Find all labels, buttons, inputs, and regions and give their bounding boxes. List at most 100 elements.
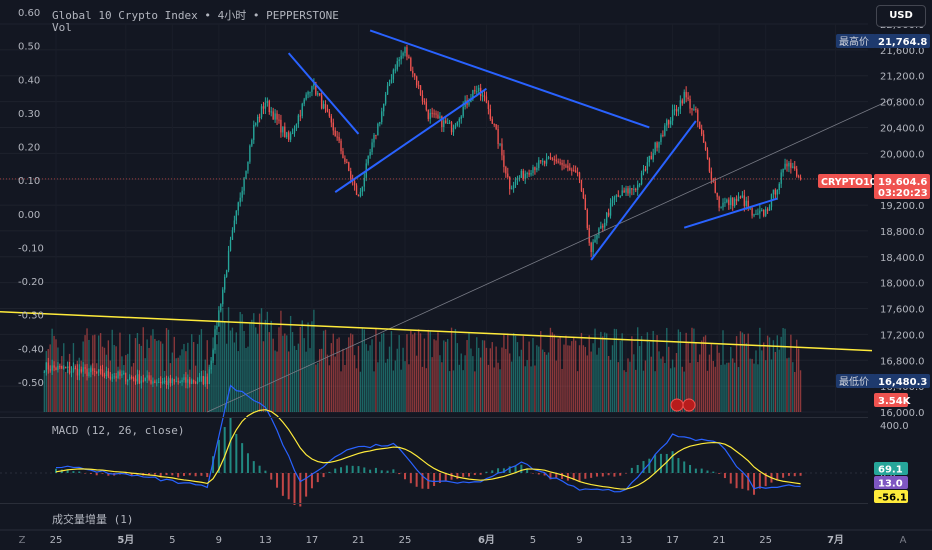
candle-body [638,184,641,186]
candle-body [169,378,172,384]
candle-body [167,378,170,385]
candle-body [551,158,554,160]
volume-bar [175,358,177,412]
candle-body [96,371,98,373]
candle-body [664,125,666,136]
candle-body [289,133,292,140]
last-price: 19,604.6 [878,177,927,188]
macd-indicator-label[interactable]: MACD (12, 26, close) [52,424,185,437]
candle-body [433,113,435,115]
volume-bar [644,360,647,412]
macd-histogram-bar [712,471,715,473]
volume-bar [553,334,555,412]
volume-bar [751,358,753,412]
candle-body [668,120,670,125]
macd-histogram-bar [700,468,703,473]
macd-histogram-bar [322,473,325,478]
symbol-title[interactable]: Global 10 Crypto Index [52,9,198,22]
macd-badge-value: -56.1 [878,493,907,504]
candle-body [588,228,590,243]
volume-bar [129,334,131,412]
candle-body [369,151,371,156]
candle-body [80,369,82,372]
candle-body [282,126,284,133]
low-label-bg [836,374,876,388]
volume-bar [218,331,220,412]
volume-bar [761,350,763,412]
macd-badge-value: 69.1 [878,465,903,476]
volume-bar [433,339,435,412]
volume-bar [173,336,175,412]
volume-bar [499,369,501,412]
candle-body [121,374,123,376]
macd-histogram-bar [287,473,290,500]
title-separator: • [252,9,260,22]
macd-histogram-bar [153,473,156,475]
candle-body [45,362,47,372]
macd-histogram-bar [665,453,668,473]
interval-label[interactable]: 4小时 [217,9,247,22]
volume-bar [514,335,517,412]
macd-tick-label: 400.0 [880,421,909,432]
volume-bar [691,327,693,412]
candle-body [739,196,742,198]
candle-body [326,108,329,112]
volume-bar [330,343,333,412]
volume-bar [216,344,218,412]
volume-bar [594,328,596,412]
volume-bar [755,350,757,412]
candle-body [514,179,517,185]
volume-bar [361,328,364,412]
volume-bar [61,356,63,412]
candle-body [794,166,796,169]
volume-bar [468,331,470,412]
candle-body [683,91,685,104]
candle-body [51,365,53,371]
volume-bar [540,331,542,412]
candle-body [699,121,701,129]
candle-body [92,368,94,371]
volume-bar [772,340,775,412]
volume-bar [574,340,577,412]
time-tick-label: 17 [306,535,319,546]
candle-body [474,90,476,92]
currency-button[interactable]: USD [876,5,926,27]
volume-bar [702,336,705,412]
candle-body [437,114,439,119]
price-tick-label: 17,600.0 [880,305,925,316]
candle-body [540,160,542,162]
volume-delta-indicator-label[interactable]: 成交量增量 (1) [52,513,134,526]
volume-bar [638,346,641,412]
candlesticks[interactable] [43,44,802,390]
left-tick-label: -0.40 [18,344,44,355]
pane-separator-macd[interactable] [0,417,868,418]
macd-histogram-bar [334,468,337,473]
macd-histogram-bar [642,461,645,473]
volume-bar [286,335,288,412]
candle-body [414,73,416,77]
volume-bar [78,357,80,412]
auto-scale-icon: A [900,535,907,546]
macd-histogram-bar [793,473,796,477]
candle-body [493,123,495,125]
drawing-lines[interactable] [0,29,894,413]
trendline [683,197,778,229]
pane-separator-volume-delta[interactable] [0,503,868,504]
volume-bar [766,335,769,412]
title-separator: • [204,9,211,22]
volume-bar [700,340,703,412]
candle-body [569,167,571,170]
volume-bar [474,371,476,412]
candle-body [764,209,767,216]
volume-bar [101,346,104,412]
volume-bar [569,345,571,412]
volume-indicator-label[interactable]: Vol [52,21,72,34]
macd-histogram-bar [735,473,738,489]
candle-body [485,96,488,103]
macd-histogram-bar [281,473,284,496]
time-tick-label: 9 [576,535,582,546]
volume-bar [425,368,428,412]
candle-body [732,197,734,206]
macd-histogram-bar [694,468,697,473]
